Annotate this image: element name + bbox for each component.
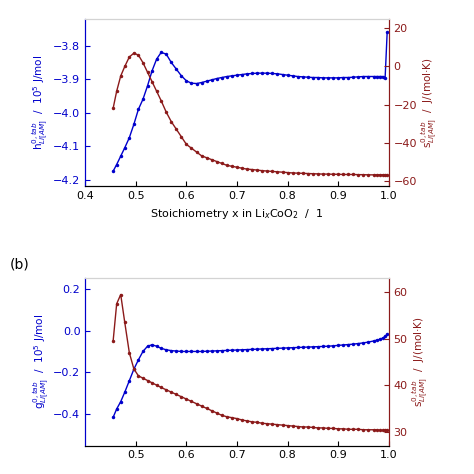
Y-axis label: h$^{0,tab}_{Li[AM]}$  /  10$^5$ J/mol: h$^{0,tab}_{Li[AM]}$ / 10$^5$ J/mol	[31, 55, 50, 150]
Y-axis label: s$^{0,tab}_{Li[AM]}$  /  J/(mol·K): s$^{0,tab}_{Li[AM]}$ / J/(mol·K)	[420, 57, 439, 148]
Y-axis label: g$^{0,tab}_{Li[AM]}$  /  10$^5$ J/mol: g$^{0,tab}_{Li[AM]}$ / 10$^5$ J/mol	[31, 314, 51, 410]
Text: (b): (b)	[9, 258, 29, 272]
X-axis label: Stoichiometry x in Li$_x$CoO$_2$  /  1: Stoichiometry x in Li$_x$CoO$_2$ / 1	[150, 207, 324, 221]
Y-axis label: s$^{0,tab}_{Li[AM]}$  /  J/(mol·K): s$^{0,tab}_{Li[AM]}$ / J/(mol·K)	[410, 317, 430, 407]
